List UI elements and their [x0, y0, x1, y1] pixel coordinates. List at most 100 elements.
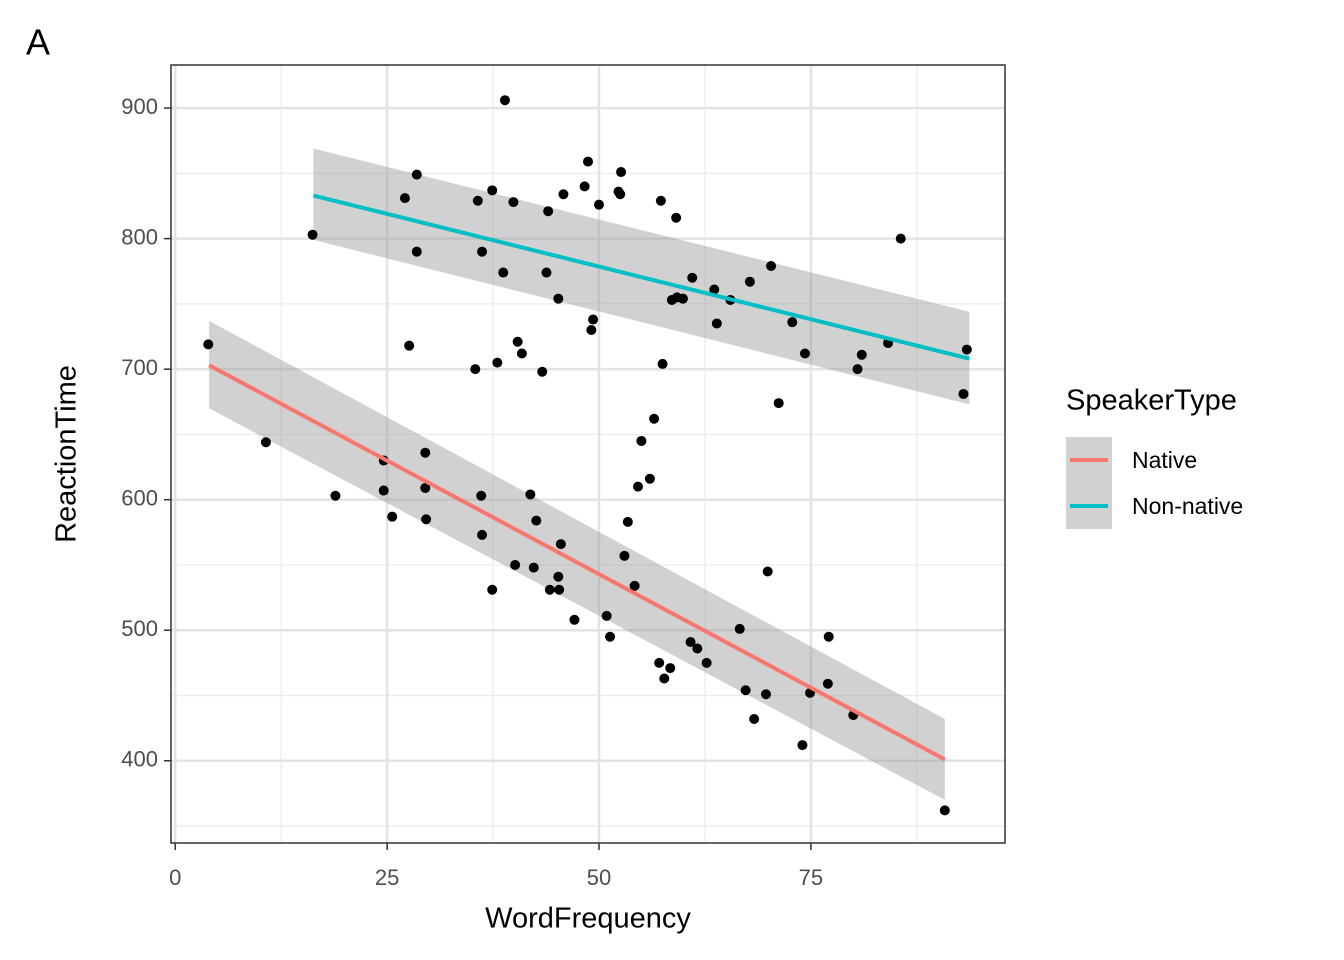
point — [659, 673, 670, 684]
point — [766, 261, 777, 272]
point — [616, 167, 627, 178]
point — [773, 398, 784, 409]
point — [537, 366, 548, 377]
point — [512, 336, 523, 347]
point — [544, 584, 555, 595]
point — [330, 490, 341, 501]
point — [569, 614, 580, 625]
point — [823, 631, 834, 642]
point — [744, 276, 755, 287]
panel-label: A — [26, 22, 50, 63]
y-tick-label: 800 — [121, 224, 158, 249]
point — [961, 344, 972, 355]
point — [687, 272, 698, 283]
point — [586, 324, 597, 335]
point — [958, 388, 969, 399]
point — [671, 212, 682, 223]
point — [498, 267, 509, 278]
point — [622, 516, 633, 527]
point — [404, 340, 415, 351]
x-tick-label: 25 — [375, 865, 399, 890]
point — [685, 636, 696, 647]
point — [594, 199, 605, 210]
point — [856, 349, 867, 360]
point — [477, 246, 488, 257]
x-tick-label: 50 — [587, 865, 611, 890]
point — [760, 689, 771, 700]
point — [203, 339, 214, 350]
point — [655, 195, 666, 206]
point — [528, 562, 539, 573]
point — [740, 685, 751, 696]
point — [554, 584, 565, 595]
point — [543, 206, 554, 217]
point — [531, 515, 542, 526]
point — [487, 185, 498, 196]
point — [797, 740, 808, 751]
y-tick-label: 900 — [121, 94, 158, 119]
point — [583, 156, 593, 167]
point — [553, 293, 564, 304]
point — [629, 580, 640, 591]
point — [555, 539, 566, 550]
point — [615, 189, 626, 200]
point — [939, 805, 950, 816]
point — [711, 318, 722, 329]
point — [644, 473, 655, 484]
point — [633, 481, 644, 492]
point — [657, 358, 668, 369]
point — [588, 314, 599, 325]
point — [420, 482, 431, 493]
point — [852, 364, 863, 375]
legend-title: SpeakerType — [1066, 385, 1237, 417]
y-tick-label: 700 — [121, 355, 158, 380]
point — [649, 413, 660, 424]
point — [734, 623, 745, 634]
point — [421, 514, 432, 525]
point — [677, 293, 688, 304]
point — [541, 267, 552, 278]
point — [472, 195, 483, 206]
point — [487, 584, 498, 595]
y-tick-label: 500 — [121, 616, 158, 641]
point — [378, 485, 389, 496]
point — [525, 489, 536, 500]
point — [787, 317, 798, 328]
point — [665, 663, 676, 674]
y-tick-label: 400 — [121, 747, 158, 772]
point — [692, 643, 703, 654]
point — [553, 571, 564, 582]
point — [470, 364, 481, 375]
point — [619, 550, 630, 561]
point — [516, 348, 527, 359]
point — [477, 529, 488, 540]
point — [636, 435, 647, 446]
point — [762, 566, 773, 577]
point — [420, 447, 431, 458]
legend-label: Non-native — [1132, 493, 1243, 519]
fit-line — [208, 363, 946, 762]
point — [601, 610, 612, 621]
point — [260, 437, 271, 448]
point — [411, 169, 422, 180]
point — [492, 357, 503, 368]
x-axis-title: WordFrequency — [485, 903, 691, 935]
legend-label: Native — [1132, 447, 1197, 473]
point — [411, 246, 422, 257]
point — [799, 348, 810, 359]
point — [701, 657, 712, 668]
point — [558, 189, 569, 200]
point — [749, 713, 760, 724]
point — [579, 181, 590, 192]
point — [605, 631, 616, 642]
y-tick-label: 600 — [121, 486, 158, 511]
point — [709, 284, 720, 295]
fit-line — [312, 193, 970, 361]
point — [895, 233, 906, 244]
panel-border — [170, 64, 1006, 844]
point — [387, 511, 398, 522]
point — [822, 678, 833, 689]
point — [510, 559, 521, 570]
